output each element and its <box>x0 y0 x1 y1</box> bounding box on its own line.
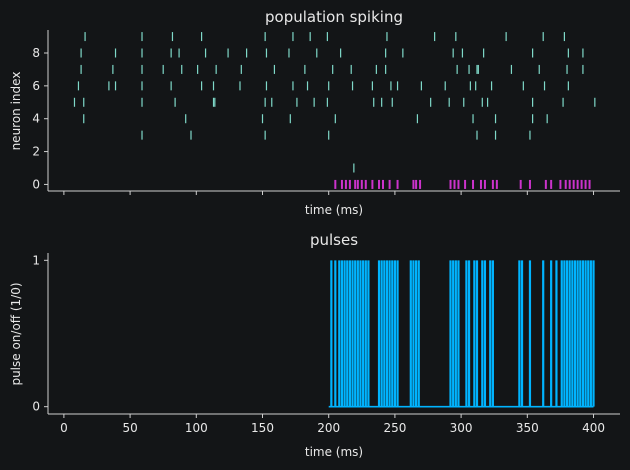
raster-y-tick-label: 0 <box>32 177 40 191</box>
raster-y-tick-label: 8 <box>32 46 40 60</box>
raster-panel: population spiking 0 2 4 6 8 time (ms) neuro… <box>9 8 620 217</box>
pulses-marks <box>328 260 595 408</box>
pulses-y-tick-label: 1 <box>32 253 40 267</box>
pulses-x-label: time (ms) <box>305 445 363 459</box>
pulses-y-tick-label: 0 <box>32 400 40 414</box>
raster-axes: 0 2 4 6 8 <box>32 30 620 195</box>
pulses-x-tick-label: 150 <box>251 421 274 435</box>
pulses-x-tick-label: 0 <box>60 421 68 435</box>
pulses-axes: 0 50 100 150 200 250 300 350 400 0 1 <box>32 253 620 435</box>
pulses-x-tick-label: 250 <box>383 421 406 435</box>
raster-title: population spiking <box>265 8 403 26</box>
raster-marks <box>73 32 596 189</box>
raster-y-label: neuron index <box>9 72 23 151</box>
raster-y-tick-label: 4 <box>32 112 40 126</box>
pulses-x-tick-label: 100 <box>185 421 208 435</box>
pulses-title: pulses <box>310 231 358 249</box>
raster-y-tick-label: 6 <box>32 79 40 93</box>
pulses-y-label: pulse on/off (1/0) <box>9 282 23 385</box>
pulses-x-tick-label: 300 <box>450 421 473 435</box>
pulses-x-tick-label: 350 <box>516 421 539 435</box>
pulses-x-tick-label: 200 <box>317 421 340 435</box>
pulses-x-tick-label: 50 <box>122 421 137 435</box>
raster-y-tick-label: 2 <box>32 145 40 159</box>
raster-x-label: time (ms) <box>305 203 363 217</box>
pulses-panel: pulses 0 50 100 150 200 250 300 350 400 0 1 time (… <box>9 231 620 459</box>
pulses-x-tick-label: 400 <box>582 421 605 435</box>
